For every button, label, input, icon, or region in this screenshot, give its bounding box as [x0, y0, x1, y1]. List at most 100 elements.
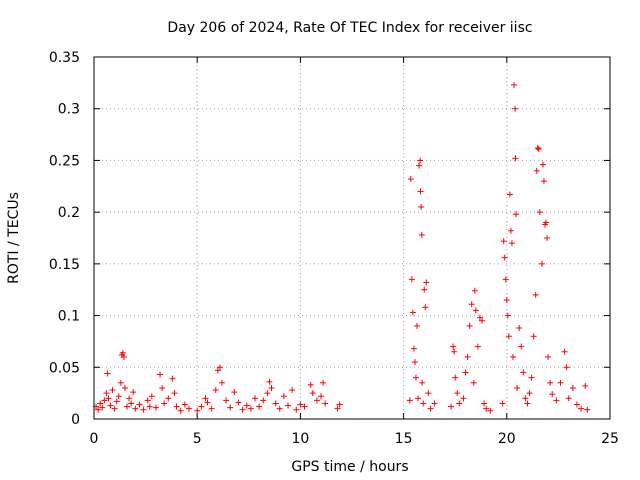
data-point [561, 348, 568, 355]
data-point [422, 304, 429, 311]
data-point [420, 400, 427, 407]
data-point [565, 395, 572, 402]
data-point [507, 227, 514, 234]
y-axis-label: ROTI / TECUs [6, 192, 22, 284]
axis-ticks: 0 5 10 15 20 25 0 0.05 0.1 0.15 0.2 0.25 0.3 0.35 [49, 50, 619, 447]
data-point [268, 384, 275, 391]
data-point [276, 405, 283, 412]
data-point [584, 406, 591, 413]
data-point [479, 317, 486, 324]
data-point [177, 407, 184, 414]
data-point [504, 312, 511, 319]
data-point [111, 405, 118, 412]
data-point [99, 404, 106, 411]
data-point [468, 301, 475, 308]
data-point [136, 401, 143, 408]
data-point [408, 276, 415, 283]
x-axis-label: GPS time / hours [291, 459, 408, 475]
data-point [115, 393, 122, 400]
data-point [204, 399, 211, 406]
data-point [140, 406, 147, 413]
data-point [425, 390, 432, 397]
data-point [506, 191, 513, 198]
data-point [508, 240, 515, 247]
data-point [516, 324, 523, 331]
data-point [547, 379, 554, 386]
data-point [418, 231, 425, 238]
data-point [466, 322, 473, 329]
data-point [309, 390, 316, 397]
y-tick-label: 0.2 [58, 205, 80, 221]
data-point [545, 353, 552, 360]
y-tick-label: 0.35 [49, 50, 80, 66]
data-point [448, 403, 455, 410]
data-point [243, 402, 250, 409]
data-point [553, 397, 560, 404]
data-point [418, 203, 425, 210]
x-tick-label: 0 [90, 431, 99, 447]
data-point [117, 379, 124, 386]
data-point [218, 379, 225, 386]
data-point [474, 343, 481, 350]
data-point [105, 395, 112, 402]
data-point [223, 397, 230, 404]
data-point [173, 403, 180, 410]
data-point [121, 384, 128, 391]
data-point [289, 387, 296, 394]
data-point [543, 219, 550, 226]
data-point [214, 367, 221, 374]
data-point [159, 384, 166, 391]
data-point [260, 397, 267, 404]
data-point [410, 345, 417, 352]
data-point [476, 314, 483, 321]
data-point [146, 403, 153, 410]
data-point [419, 379, 426, 386]
data-point [557, 379, 564, 386]
y-tick-label: 0.1 [58, 309, 80, 325]
data-point [511, 81, 518, 88]
data-point [406, 397, 413, 404]
x-tick-label: 20 [498, 431, 516, 447]
data-point [334, 405, 341, 412]
data-point [272, 400, 279, 407]
data-point [460, 395, 467, 402]
data-point [144, 397, 151, 404]
data-point [247, 405, 254, 412]
data-point [165, 395, 172, 402]
data-point [513, 211, 520, 218]
data-point [95, 406, 102, 413]
data-point [407, 176, 414, 183]
data-point [120, 353, 127, 360]
data-point [470, 379, 477, 386]
data-point [416, 162, 423, 169]
data-point [471, 287, 478, 294]
data-point [97, 400, 104, 407]
y-tick-label: 0.15 [49, 257, 80, 273]
data-point [320, 379, 327, 386]
data-point [171, 390, 178, 397]
data-point [130, 389, 137, 396]
data-point [157, 371, 164, 378]
data-point [148, 393, 155, 400]
data-point [578, 405, 585, 412]
data-point [538, 260, 545, 267]
grid-layer [93, 56, 611, 420]
data-point [505, 333, 512, 340]
data-point [103, 390, 110, 397]
data-point [417, 157, 424, 164]
data-point [412, 374, 419, 381]
data-point [528, 374, 535, 381]
data-point [239, 406, 246, 413]
data-point [503, 297, 510, 304]
data-point [417, 188, 424, 195]
data-point [522, 395, 529, 402]
data-point [181, 401, 188, 408]
data-point [452, 374, 459, 381]
data-point [530, 333, 537, 340]
data-point [518, 343, 525, 350]
data-point [423, 279, 430, 286]
data-point [563, 364, 570, 371]
data-point [450, 343, 457, 350]
data-point [216, 364, 223, 371]
data-point [266, 378, 273, 385]
